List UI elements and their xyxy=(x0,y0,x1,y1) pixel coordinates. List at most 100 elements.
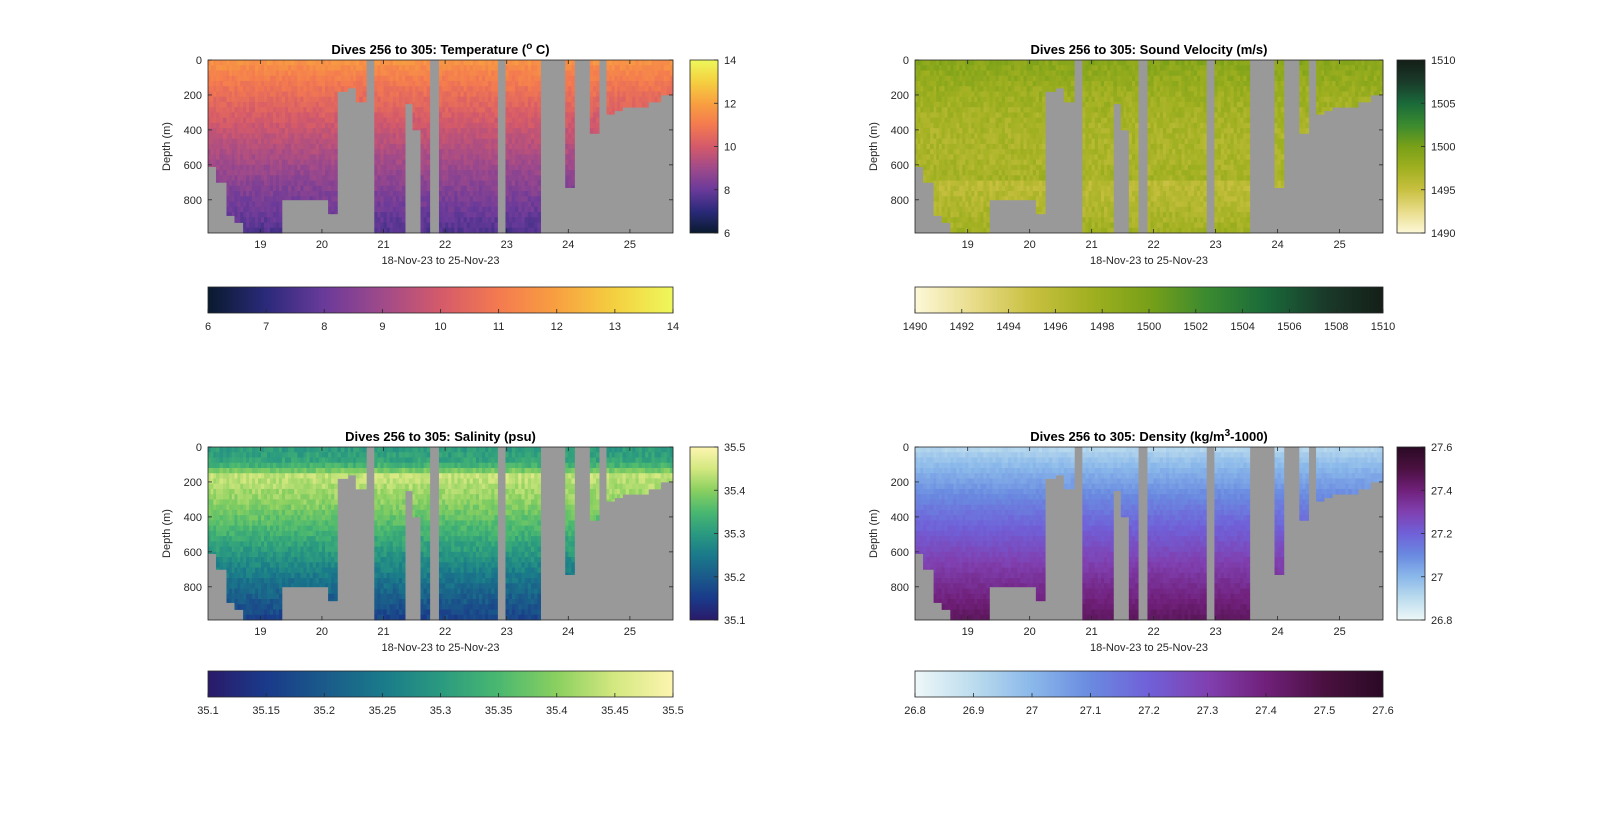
heatmap-cell xyxy=(300,138,304,145)
heatmap-cell xyxy=(389,107,394,113)
heatmap-cell xyxy=(995,185,1000,192)
heatmap-cell xyxy=(974,138,978,145)
heatmap-cell xyxy=(288,185,292,192)
heatmap-cell xyxy=(389,180,394,187)
heatmap-cell xyxy=(469,206,474,213)
heatmap-cell xyxy=(297,149,301,155)
heatmap-cell xyxy=(377,122,381,129)
heatmap-cell xyxy=(995,170,1000,176)
heatmap-cell xyxy=(415,107,419,113)
heatmap-cell xyxy=(300,86,304,92)
heatmap-cell xyxy=(412,117,416,124)
heatmap-cell xyxy=(1104,191,1108,197)
heatmap-cell xyxy=(472,227,477,234)
heatmap-cell xyxy=(264,91,268,98)
heatmap-cell xyxy=(596,122,600,129)
heatmap-cell xyxy=(521,86,526,92)
heatmap-cell xyxy=(1026,133,1031,140)
heatmap-cell xyxy=(1055,65,1059,71)
heatmap-cell xyxy=(1110,201,1114,208)
heatmap-cell xyxy=(454,122,458,129)
heatmap-cell xyxy=(505,117,510,124)
heatmap-cell xyxy=(463,185,468,192)
heatmap-cell xyxy=(386,185,391,192)
heatmap-cell xyxy=(1091,86,1096,92)
heatmap-cell xyxy=(1088,138,1093,145)
heatmap-cell xyxy=(482,128,486,134)
heatmap-cell xyxy=(1091,122,1096,129)
heatmap-cell xyxy=(1117,96,1122,103)
heatmap-cell xyxy=(617,107,621,112)
heatmap-cell xyxy=(243,149,247,155)
heatmap-cell xyxy=(1097,101,1102,108)
heatmap-cell xyxy=(383,112,388,119)
heatmap-cell xyxy=(1094,86,1099,92)
heatmap-cell xyxy=(243,65,247,71)
heatmap-cell xyxy=(438,138,443,145)
heatmap-cell xyxy=(609,65,613,71)
heatmap-cell xyxy=(511,86,516,92)
heatmap-cell xyxy=(488,180,492,187)
heatmap-cell xyxy=(986,212,990,218)
heatmap-cell xyxy=(956,112,960,119)
heatmap-cell xyxy=(950,60,954,66)
heatmap-cell xyxy=(965,217,969,223)
heatmap-cell xyxy=(1001,175,1006,181)
heatmap-cell xyxy=(264,222,268,229)
heatmap-cell xyxy=(457,149,461,155)
heatmap-cell xyxy=(331,149,335,155)
heatmap-cell xyxy=(527,170,532,176)
heatmap-cell xyxy=(1038,117,1043,124)
heatmap-cell xyxy=(1023,86,1027,92)
heatmap-cell xyxy=(255,175,259,181)
heatmap-cell xyxy=(923,170,927,176)
heatmap-cell xyxy=(1128,60,1133,66)
heatmap-cell xyxy=(648,70,652,77)
heatmap-cell xyxy=(1032,196,1037,201)
heatmap-cell xyxy=(1091,65,1096,71)
heatmap-cell xyxy=(1042,149,1046,155)
heatmap-cell xyxy=(1110,80,1114,87)
heatmap-cell xyxy=(255,196,259,202)
heatmap-cell xyxy=(269,175,274,181)
heatmap-cell xyxy=(219,164,224,171)
heatmap-cell xyxy=(246,196,250,202)
heatmap-cell xyxy=(402,70,406,77)
heatmap-cell xyxy=(226,159,230,166)
heatmap-cell xyxy=(466,180,471,187)
heatmap-cell xyxy=(989,196,993,201)
heatmap-cell xyxy=(377,128,381,134)
heatmap-cell xyxy=(1029,80,1034,87)
heatmap-cell xyxy=(1004,196,1009,201)
heatmap-cell xyxy=(328,107,332,113)
heatmap-cell xyxy=(438,154,443,160)
heatmap-cell xyxy=(995,180,1000,187)
heatmap-cell xyxy=(515,65,519,71)
heatmap-cell xyxy=(986,128,990,134)
heatmap-cell xyxy=(986,185,990,192)
heatmap-cell xyxy=(334,175,338,181)
heatmap-cell xyxy=(237,164,241,171)
heatmap-cell xyxy=(926,133,931,140)
heatmap-cell xyxy=(475,138,480,145)
heatmap-cell xyxy=(534,86,538,92)
heatmap-cell xyxy=(515,217,519,223)
heatmap-cell xyxy=(933,75,937,82)
heatmap-cell xyxy=(312,170,317,176)
heatmap-cell xyxy=(318,70,323,77)
heatmap-cell xyxy=(426,91,431,98)
heatmap-cell xyxy=(331,128,335,134)
heatmap-cell xyxy=(438,212,443,218)
heatmap-cell xyxy=(281,75,286,82)
heatmap-cell xyxy=(1135,159,1139,166)
heatmap-cell xyxy=(518,86,522,92)
heatmap-cell xyxy=(953,149,957,155)
heatmap-cell xyxy=(229,86,233,92)
heatmap-cell xyxy=(460,201,464,208)
heatmap-cell xyxy=(398,175,403,181)
heatmap-cell xyxy=(417,65,421,71)
heatmap-cell xyxy=(1014,91,1018,98)
heatmap-cell xyxy=(312,60,317,66)
heatmap-cell xyxy=(938,149,943,155)
heatmap-cell xyxy=(1004,159,1009,166)
